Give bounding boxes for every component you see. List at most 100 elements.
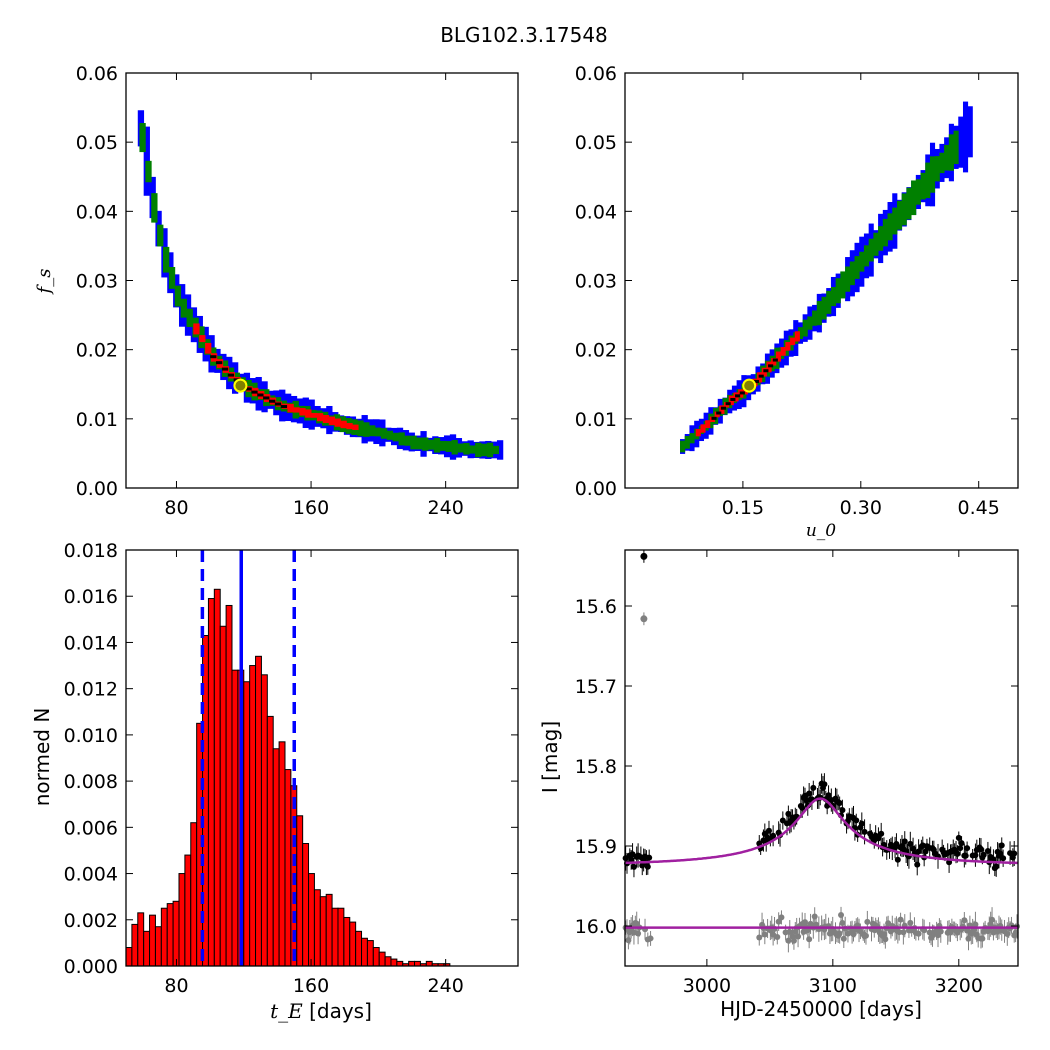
fs-u0-cell: [934, 156, 940, 182]
fs-tE-cell: [492, 445, 500, 455]
fs-u0-best-fit-marker: [742, 378, 757, 393]
data-point: [836, 930, 843, 937]
fs-tE-cell: [422, 437, 429, 451]
histogram-ytick-label: 0.018: [64, 540, 118, 562]
data-point: [989, 916, 996, 923]
fs-tE-cell: [269, 399, 276, 403]
histogram-bar: [255, 655, 262, 967]
fs-u0-ytick-label: 0.04: [575, 201, 617, 223]
fs-tE-cell: [340, 420, 347, 429]
fs-u0-cell: [901, 193, 907, 226]
fs-u0-cell: [826, 290, 832, 314]
lightcurve-panel: 3000 3100 3200 15.6 15.7 15.8 15.9 16.0: [575, 549, 1020, 997]
fs-tE-ytick-label: 0.03: [76, 271, 118, 293]
histogram-bar: [396, 960, 404, 967]
mag-axis-label: I [mag]: [538, 721, 562, 793]
fs-u0-cell: [763, 369, 769, 373]
fs-tE-cell: [346, 423, 353, 430]
fs-u0-cell: [739, 391, 745, 395]
lightcurve-xtick-label: 3000: [683, 975, 731, 997]
fs-tE-cell: [205, 342, 212, 354]
fs-u0-cell: [962, 101, 969, 173]
data-point: [915, 930, 922, 937]
histogram-ytick-label: 0.012: [64, 679, 118, 701]
data-point: [965, 935, 972, 942]
fs-u0-cell: [863, 245, 870, 267]
fs-u0-xtick-label: 0.45: [958, 497, 1000, 519]
fs-tE-cell: [180, 298, 187, 318]
figure-title: BLG102.3.17548: [440, 23, 608, 47]
histogram-bar: [154, 926, 162, 967]
data-point: [647, 935, 654, 942]
tE-axis-label: t_E [days]: [270, 999, 372, 1023]
data-point: [761, 931, 768, 938]
histogram-bar: [266, 715, 274, 967]
fs-tE-cell: [157, 224, 164, 247]
data-point: [914, 861, 921, 868]
fs-u0-cell: [700, 424, 706, 433]
fs-tE-cell: [369, 425, 376, 437]
data-point: [979, 935, 986, 942]
fs-u0-cell: [925, 162, 931, 199]
histogram-bar: [349, 921, 357, 967]
fs-tE-cell: [469, 445, 476, 454]
histogram-bar: [308, 873, 315, 967]
fs-tE-cell: [210, 355, 217, 359]
fs-u0-cell: [849, 261, 855, 286]
fs-tE-cell: [193, 323, 200, 335]
fs-u0-cell: [695, 429, 701, 437]
fs-tE-ytick-label: 0.01: [76, 409, 118, 431]
fs-u0-cell: [830, 287, 837, 307]
histogram-bar: [355, 930, 363, 967]
data-point: [635, 930, 642, 937]
data-point: [961, 917, 968, 924]
histogram-bar: [325, 893, 333, 967]
histogram-bar: [313, 889, 321, 967]
fs-tE-ytick-label: 0.06: [76, 63, 118, 85]
fs-u0-cell: [953, 130, 959, 165]
histogram-bar: [372, 947, 380, 967]
fs-tE-xtick-label: 160: [293, 497, 329, 519]
fs-u0-ytick-label: 0.03: [575, 271, 617, 293]
data-point: [901, 838, 908, 845]
data-point: [801, 919, 808, 926]
fs-u0-cell: [911, 180, 917, 216]
fs-u0-cell: [780, 347, 786, 356]
data-point: [644, 863, 651, 870]
histogram-bar: [361, 937, 368, 967]
black-data-points: [622, 550, 1018, 878]
fs-u0-cell: [753, 379, 760, 383]
fs-tE-cell: [168, 266, 176, 289]
histogram-bar: [249, 665, 257, 967]
histogram-bar: [143, 930, 151, 967]
fs-tE-cell: [475, 442, 482, 458]
histogram-bar: [384, 956, 392, 967]
lightcurve-ytick-label: 15.7: [575, 676, 617, 698]
fs-tE-cell: [299, 407, 306, 416]
data-point: [984, 847, 991, 854]
fs-tE-cell: [496, 440, 504, 460]
data-point: [972, 852, 979, 859]
fs-tE-cell: [380, 428, 388, 439]
fs-tE-xtick-label: 80: [164, 497, 188, 519]
lightcurve-ytick-label: 15.6: [575, 596, 617, 618]
fs-tE-cell: [451, 440, 458, 455]
fs-tE-cell: [433, 438, 441, 453]
lightcurve-xtick-label: 3200: [935, 975, 983, 997]
fs-u0-xtick-label: 0.15: [722, 497, 764, 519]
data-point: [998, 842, 1005, 849]
fs-tE-cell: [357, 420, 364, 437]
data-point: [836, 800, 843, 807]
fs-tE-cell: [186, 308, 193, 327]
histogram-xtick-label: 160: [293, 975, 329, 997]
data-point: [955, 834, 962, 841]
lightcurve-ytick-label: 15.9: [575, 836, 617, 858]
fs-tE-cell: [352, 424, 359, 431]
fs-tE-best-fit-marker: [233, 378, 248, 393]
histogram-bar: [284, 769, 292, 967]
data-point: [862, 932, 869, 939]
fs-tE-cell: [316, 413, 324, 422]
data-point: [954, 850, 961, 857]
fs-u0-cell: [785, 342, 791, 351]
tE-histogram-panel: 80 160 240 0.000 0.002 0.004 0.006 0.008 0.010 0.…: [64, 540, 519, 997]
